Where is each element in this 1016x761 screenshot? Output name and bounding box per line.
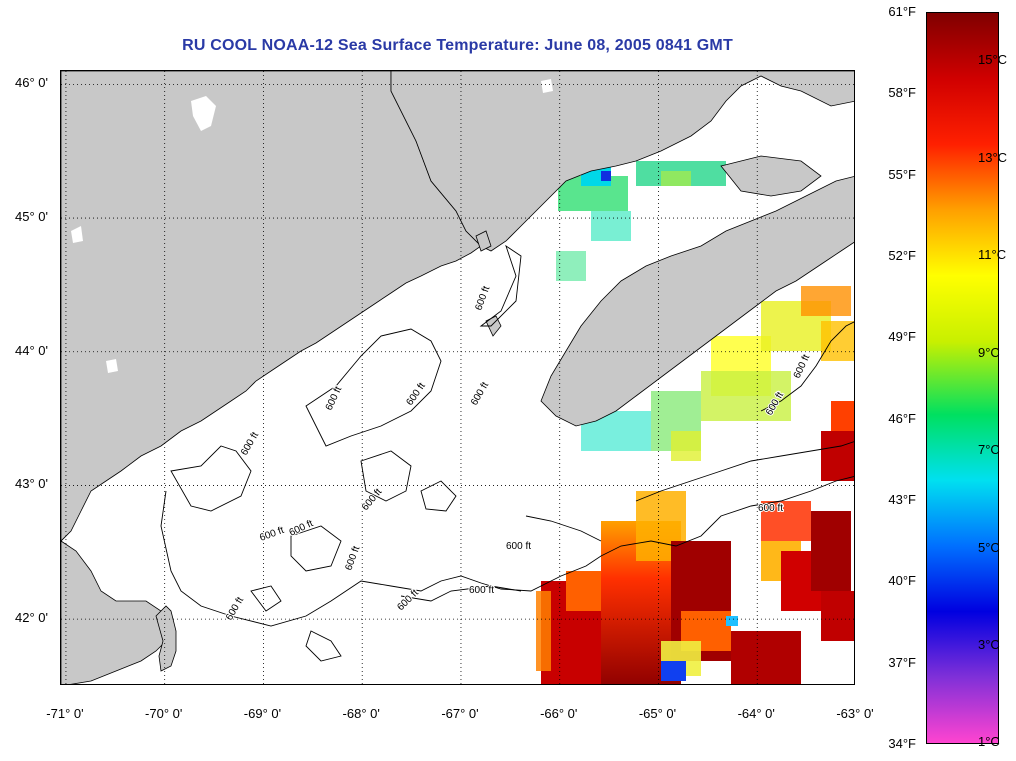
contour-label: 600 ft: [288, 518, 316, 539]
contour-label: 600 ft: [506, 541, 531, 552]
longitude-label: -70° 0': [145, 706, 183, 721]
contour-label: 600 ft: [758, 503, 783, 514]
map-title: RU COOL NOAA-12 Sea Surface Temperature:…: [182, 37, 733, 54]
latitude-label: 46° 0': [15, 75, 48, 91]
colorbar-fahrenheit-label: 40°F: [888, 573, 916, 589]
latitude-label: 42° 0': [15, 610, 48, 626]
colorbar-fahrenheit-label: 34°F: [888, 736, 916, 751]
latitude-label: 45° 0': [15, 209, 48, 225]
temperature-colorbar: [926, 12, 999, 744]
longitude-label: -66° 0': [540, 706, 578, 721]
contour-label: 600 ft: [469, 380, 491, 407]
longitude-label: -67° 0': [441, 706, 479, 721]
sst-map: 600 ft 600 ft 600 ft 600 ft 600 ft 600 ft 600 …: [60, 70, 855, 685]
longitude-label: -69° 0': [243, 706, 282, 721]
colorbar-fahrenheit-label: 37°F: [888, 654, 916, 670]
contour-label: 600 ft: [469, 585, 494, 596]
sst-data-layer: [536, 161, 854, 684]
depth-contours: [160, 244, 854, 662]
lakes-layer: [71, 79, 553, 373]
colorbar-celsius-label: 13°C: [978, 149, 1008, 165]
colorbar-fahrenheit-label: 55°F: [888, 166, 916, 182]
contour-label: 600 ft: [792, 353, 813, 381]
longitude-label: -65° 0': [638, 706, 677, 721]
longitude-label: -63° 0': [836, 706, 874, 721]
contour-label: 600 ft: [360, 487, 385, 513]
colorbar-fahrenheit-label: 43°F: [888, 492, 916, 507]
contour-label: 600 ft: [258, 525, 285, 544]
colorbar-celsius-label: 1°C: [978, 734, 1000, 749]
colorbar-celsius-label: 3°C: [978, 637, 1000, 652]
contour-label: 600 ft: [404, 381, 427, 408]
longitude-label: -68° 0': [342, 706, 380, 721]
colorbar-fahrenheit-label: 61°F: [888, 4, 916, 19]
longitude-label: -64° 0': [737, 706, 775, 721]
contour-label: 600 ft: [324, 385, 345, 413]
colorbar-celsius-label: 11°C: [978, 247, 1007, 262]
colorbar-celsius-label: 5°C: [978, 539, 1000, 555]
colorbar-celsius-label: 9°C: [978, 344, 1000, 360]
colorbar-celsius-label: 7°C: [978, 442, 1000, 457]
colorbar-fahrenheit-label: 49°F: [888, 329, 916, 345]
contour-label: 600 ft: [224, 595, 246, 622]
latitude-label: 43° 0': [15, 476, 48, 492]
colorbar-fahrenheit-label: 58°F: [888, 85, 916, 101]
colorbar-celsius-label: 15°C: [978, 52, 1008, 67]
latitude-label: 44° 0': [15, 342, 48, 358]
land-layer: [61, 71, 854, 684]
contour-label: 600 ft: [343, 545, 362, 572]
colorbar-fahrenheit-label: 46°F: [888, 410, 916, 426]
colorbar-fahrenheit-label: 52°F: [888, 248, 916, 263]
longitude-label: -71° 0': [46, 706, 84, 721]
contour-label: 600 ft: [473, 285, 492, 312]
contour-label: 600 ft: [395, 587, 421, 613]
graticule: [61, 71, 854, 684]
contour-label: 600 ft: [239, 430, 261, 457]
